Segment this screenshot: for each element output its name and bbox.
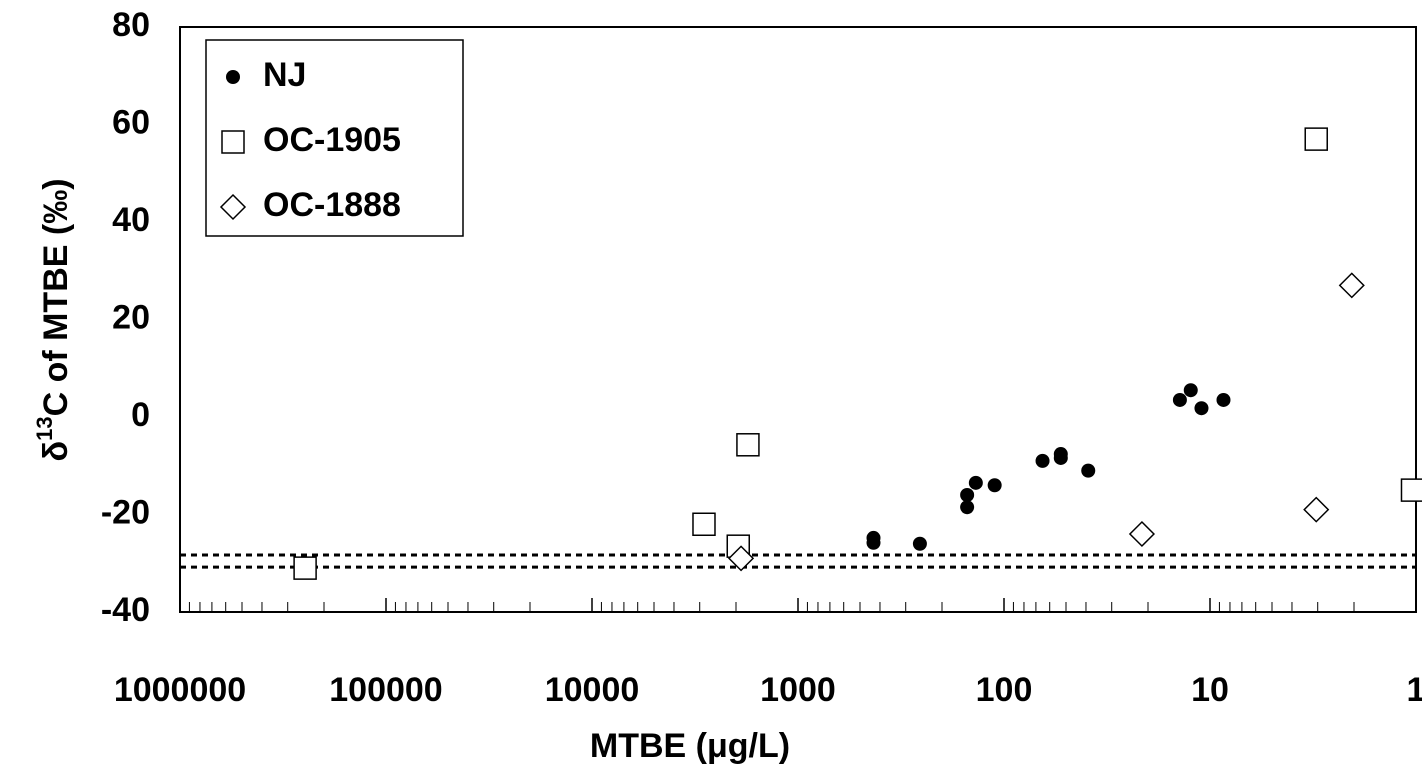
point <box>866 535 881 550</box>
y-title-rest: C of MTBE (‰) <box>37 178 75 416</box>
point <box>1304 127 1328 151</box>
y-tick-label: 0 <box>131 396 150 434</box>
legend-label: OC-1905 <box>263 121 401 159</box>
y-title-sup: 13 <box>32 416 57 440</box>
point <box>1216 392 1231 407</box>
x-axis-title: MTBE (μg/L) <box>590 727 790 765</box>
legend-label: OC-1888 <box>263 186 401 224</box>
y-tick-label: 60 <box>112 103 150 141</box>
point <box>987 478 1002 493</box>
y-title-base: δ <box>37 441 75 462</box>
point <box>912 536 927 551</box>
point <box>1194 401 1209 416</box>
point <box>1303 496 1330 523</box>
point <box>736 433 760 457</box>
point <box>960 488 975 502</box>
point <box>1338 272 1365 299</box>
point <box>1053 450 1068 465</box>
y-tick-label: 80 <box>112 6 150 44</box>
y-tick-label: -20 <box>101 493 150 531</box>
legend-marker <box>226 70 240 84</box>
point <box>1128 520 1155 548</box>
legend-box <box>205 39 464 237</box>
x-tick-label: 1 <box>1407 671 1422 709</box>
point <box>1172 392 1187 407</box>
x-tick-label: 100000 <box>329 671 442 709</box>
x-tick-label: 100 <box>976 671 1033 709</box>
legend-marker <box>221 130 245 154</box>
point <box>1183 383 1198 398</box>
point <box>1035 453 1050 468</box>
x-tick-label: 10 <box>1191 671 1229 709</box>
x-tick-label: 1000000 <box>114 671 246 709</box>
point <box>692 512 716 536</box>
point <box>960 500 975 515</box>
x-tick-label: 1000 <box>760 671 836 709</box>
y-tick-label: -40 <box>101 591 150 629</box>
point <box>968 475 983 490</box>
y-tick-label: 40 <box>112 201 150 239</box>
y-tick-label: 20 <box>112 298 150 336</box>
legend-marker <box>219 193 247 221</box>
point <box>727 545 755 572</box>
legend-label: NJ <box>263 56 306 94</box>
point <box>1081 463 1096 478</box>
x-tick-label: 10000 <box>545 671 640 709</box>
y-axis-title: δ13C of MTBE (‰) <box>32 178 75 461</box>
point <box>1400 478 1422 502</box>
point <box>293 556 317 580</box>
